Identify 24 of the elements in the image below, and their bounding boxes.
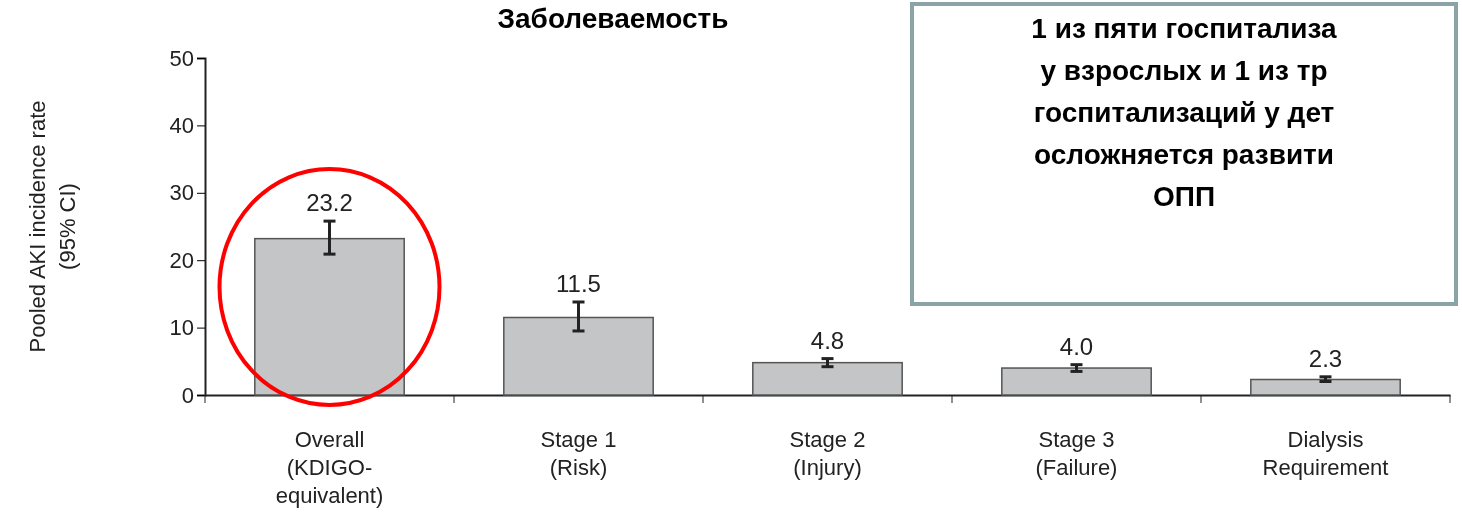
y-tick-label: 40	[169, 112, 194, 138]
x-tick-label: Dialysis Requirement	[1262, 427, 1389, 480]
bar	[752, 361, 903, 396]
y-tick-label: 50	[169, 45, 194, 71]
bar	[1001, 367, 1152, 396]
x-tick-label: Stage 1 (Risk)	[540, 427, 617, 480]
x-tick-label: Overall (KDIGO- equivalent)	[275, 427, 384, 508]
bar	[1250, 378, 1401, 396]
bar	[254, 237, 405, 396]
data-label: 4.0	[1059, 332, 1094, 360]
data-label: 2.3	[1308, 344, 1343, 372]
annotation: 1 из пяти госпитализа у взрослых и 1 из тр госпитализаций у дет осложняется развити ОПП	[1031, 13, 1338, 212]
bar	[503, 316, 654, 396]
data-label: 23.2	[306, 189, 353, 217]
y-tick-label: 0	[181, 382, 194, 408]
data-label: 4.8	[810, 326, 845, 354]
x-tick-label: Stage 2 (Injury)	[789, 427, 866, 480]
chart-title: Заболеваемость	[497, 3, 729, 34]
y-tick-label: 30	[169, 180, 194, 206]
x-tick-label: Stage 3 (Failure)	[1035, 427, 1118, 480]
y-axis-title: Pooled AKI incidence rate (95% CI)	[25, 100, 80, 353]
y-tick-label: 10	[169, 315, 194, 341]
data-label: 11.5	[556, 269, 601, 297]
y-tick-label: 20	[169, 247, 194, 273]
